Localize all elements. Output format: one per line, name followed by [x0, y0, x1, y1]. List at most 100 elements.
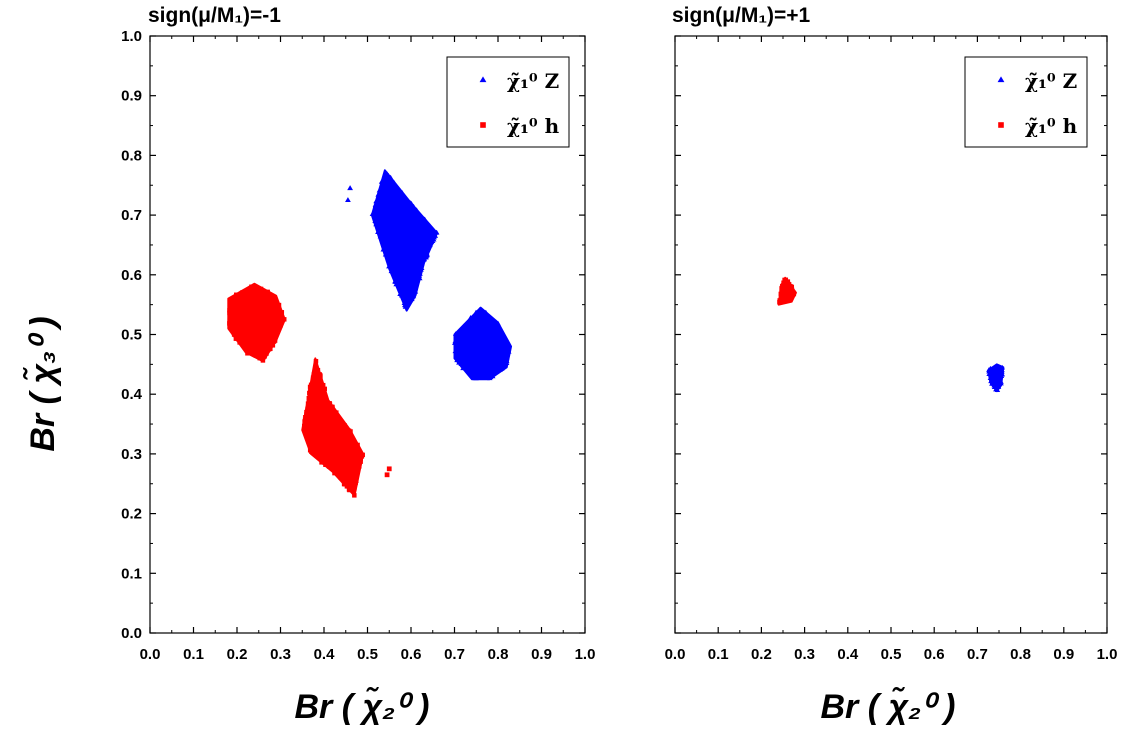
- data-point: [233, 313, 239, 319]
- data-point: [404, 208, 410, 214]
- data-point: [492, 336, 498, 341]
- data-point: [319, 412, 324, 417]
- data-point: [264, 298, 269, 303]
- data-point: [231, 332, 237, 337]
- data-point: [998, 373, 1005, 378]
- data-point: [352, 485, 357, 491]
- data-point: [389, 263, 395, 269]
- legend-label: χ̃₁⁰ h: [1025, 114, 1078, 138]
- data-point: [497, 342, 503, 347]
- data-point: [477, 357, 483, 363]
- data-point: [380, 188, 387, 194]
- data-point: [264, 351, 269, 356]
- data-point: [385, 186, 391, 191]
- data-point: [471, 319, 477, 325]
- data-point: [458, 341, 465, 347]
- data-point: [399, 191, 406, 197]
- data-point: [377, 233, 384, 239]
- data-point: [388, 268, 395, 274]
- data-point: [342, 423, 347, 428]
- data-point: [321, 394, 327, 400]
- data-point: [247, 287, 253, 292]
- data-point: [347, 451, 353, 456]
- data-point: [469, 359, 476, 364]
- legend-box: [964, 56, 1088, 148]
- data-point: [264, 330, 269, 336]
- data-point: [461, 358, 467, 363]
- data-point: [412, 288, 419, 294]
- data-point: [322, 432, 328, 437]
- data-point: [380, 199, 386, 204]
- data-point: [307, 409, 312, 414]
- data-point: [307, 420, 312, 425]
- data-point: [333, 468, 338, 474]
- data-point: [490, 353, 496, 359]
- data-point: [456, 355, 462, 361]
- data-point: [381, 208, 387, 213]
- data-point: [318, 385, 324, 391]
- data-point: [273, 331, 278, 336]
- data-point: [791, 291, 797, 297]
- data-point: [266, 304, 271, 310]
- data-point: [345, 477, 350, 483]
- data-point: [244, 311, 250, 317]
- data-point: [351, 443, 357, 448]
- data-point: [381, 178, 388, 184]
- data-point: [428, 239, 435, 245]
- data-point: [401, 240, 408, 245]
- data-point: [411, 230, 418, 236]
- data-point: [999, 367, 1005, 372]
- data-point: [989, 375, 995, 380]
- data-point: [398, 239, 404, 245]
- data-point: [457, 332, 464, 338]
- data-point: [317, 372, 322, 377]
- data-point: [988, 366, 994, 371]
- panel-left-marks: [227, 169, 513, 498]
- data-point: [378, 204, 384, 210]
- data-point: [250, 297, 255, 302]
- data-point: [407, 206, 414, 212]
- data-point: [403, 198, 409, 204]
- data-point: [467, 317, 473, 323]
- panel-right-legend: χ̃₁⁰ Z χ̃₁⁰ h: [964, 56, 1088, 148]
- data-point: [777, 298, 782, 303]
- data-point: [396, 230, 402, 236]
- data-point: [781, 297, 786, 302]
- data-point: [350, 476, 356, 482]
- data-point: [345, 457, 350, 463]
- data-point: [327, 411, 333, 417]
- data-point: [350, 447, 356, 452]
- data-point: [260, 297, 265, 303]
- data-point: [257, 342, 262, 347]
- data-point: [408, 204, 415, 209]
- data-point: [257, 300, 263, 305]
- data-point: [504, 354, 510, 360]
- data-point: [334, 410, 339, 415]
- data-point: [336, 416, 341, 421]
- data-point: [309, 402, 315, 407]
- data-point: [345, 474, 350, 479]
- data-point: [235, 327, 240, 333]
- data-point: [344, 484, 350, 489]
- data-point: [310, 375, 316, 380]
- data-point: [379, 219, 385, 225]
- data-point: [341, 442, 347, 447]
- y-tick-label: 0.2: [121, 506, 142, 523]
- data-point: [334, 463, 340, 468]
- data-point: [254, 333, 260, 338]
- data-point: [317, 446, 322, 451]
- legend-label: χ̃₁⁰ Z: [507, 69, 559, 93]
- data-point: [345, 197, 351, 203]
- y-tick-label: 0.7: [121, 207, 142, 224]
- data-point: [396, 189, 402, 195]
- data-point: [401, 207, 407, 213]
- data-point: [227, 307, 232, 313]
- data-point: [333, 435, 339, 440]
- data-point: [227, 318, 232, 323]
- y-tick-label: 0.6: [121, 267, 142, 284]
- data-point: [488, 335, 494, 341]
- data-point: [328, 423, 334, 428]
- data-point: [271, 324, 276, 329]
- data-point: [387, 174, 394, 180]
- data-point: [330, 456, 336, 462]
